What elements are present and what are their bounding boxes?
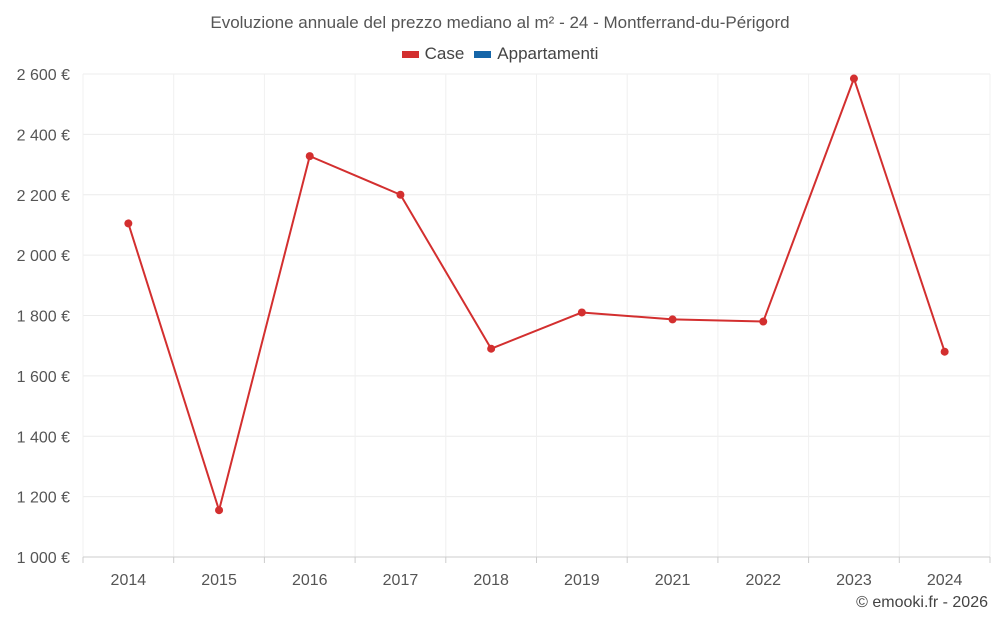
- y-tick-label: 2 000 €: [17, 248, 70, 265]
- legend-label-appartamenti: Appartamenti: [497, 44, 599, 63]
- data-point-case-2015[interactable]: 2015: 1155 €: [215, 506, 224, 515]
- legend-item-case[interactable]: Case: [401, 44, 465, 64]
- y-tick-label: 2 400 €: [17, 127, 70, 144]
- y-tick-label: 1 000 €: [17, 550, 70, 567]
- legend-label-case: Case: [424, 44, 465, 63]
- x-tick-label: 2017: [383, 572, 419, 589]
- x-tick-label: 2016: [292, 572, 328, 589]
- series-line-case: [127, 77, 946, 512]
- data-point-case-2016[interactable]: 2016: 2328 €: [305, 152, 314, 161]
- x-tick-label: 2023: [836, 572, 872, 589]
- chart-title: Evoluzione annuale del prezzo mediano al…: [210, 13, 790, 32]
- x-tick-label: 2018: [473, 572, 509, 589]
- y-tick-label: 1 400 €: [17, 429, 70, 446]
- credit-text: © emooki.fr - 2026: [856, 594, 988, 611]
- y-tick-label: 1 800 €: [17, 309, 70, 326]
- data-point-case-2024[interactable]: 2024: 1680 €: [940, 347, 949, 356]
- x-tick-label: 2014: [111, 572, 147, 589]
- legend: Case Appartamenti: [0, 44, 1000, 64]
- y-tick-label: 2 200 €: [17, 188, 70, 205]
- data-point-case-2014[interactable]: 2014: 2105 €: [124, 219, 133, 228]
- data-point-case-2018[interactable]: 2018: 1690 €: [487, 344, 496, 353]
- legend-swatch-case: [401, 50, 419, 58]
- x-tick-label: 2015: [201, 572, 237, 589]
- y-tick-label: 1 200 €: [17, 490, 70, 507]
- legend-item-appartamenti[interactable]: Appartamenti: [474, 44, 598, 64]
- data-point-case-2022[interactable]: 2022: 1780 €: [759, 317, 768, 326]
- y-tick-label: 1 600 €: [17, 369, 70, 386]
- data-point-case-2019[interactable]: 2019: 1810 €: [577, 308, 586, 317]
- x-tick-label: 2019: [564, 572, 600, 589]
- x-tick-label: 2024: [927, 572, 963, 589]
- legend-swatch-appartamenti: [474, 50, 492, 58]
- data-point-case-2021[interactable]: 2021: 1787 €: [668, 315, 677, 324]
- y-tick-label: 2 600 €: [17, 67, 70, 84]
- data-point-case-2023[interactable]: 2023: 2585 €: [849, 74, 858, 83]
- x-tick-label: 2021: [655, 572, 691, 589]
- x-tick-label: 2022: [745, 572, 781, 589]
